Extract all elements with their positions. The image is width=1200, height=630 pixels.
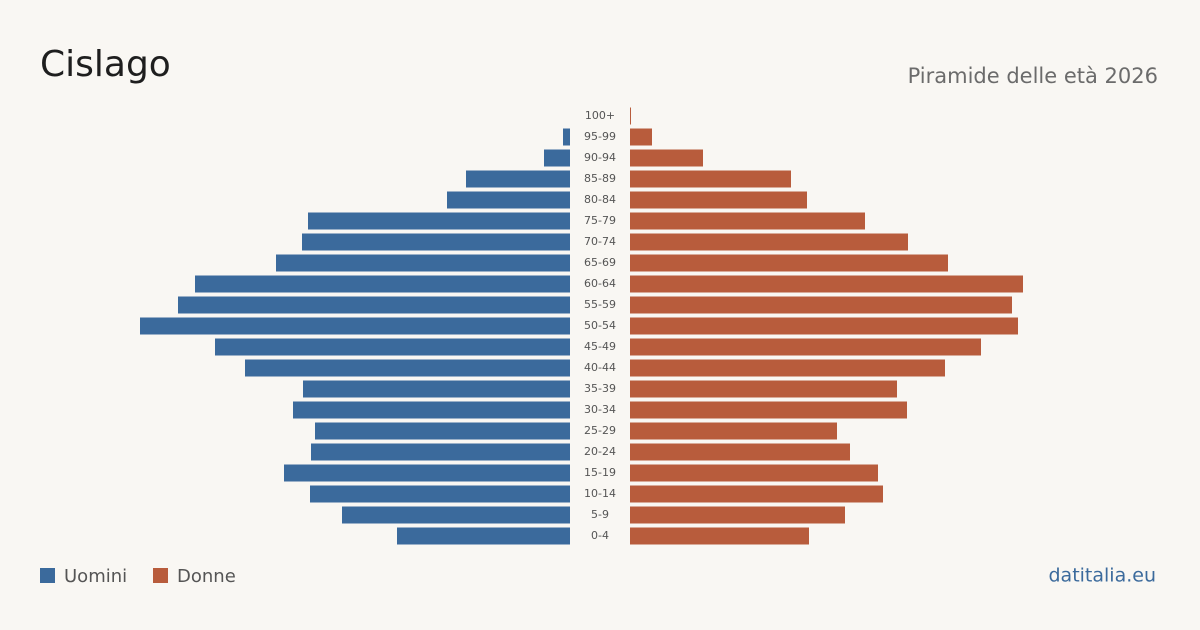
bar (630, 191, 807, 209)
bar (630, 443, 850, 461)
age-label: 50-54 (584, 319, 616, 332)
legend-swatch (153, 568, 168, 583)
bar (308, 212, 570, 230)
bar (284, 464, 570, 482)
bar (630, 254, 948, 272)
bar (630, 107, 631, 125)
age-label: 0-4 (591, 529, 609, 542)
bar (466, 170, 570, 188)
legend-label: Uomini (64, 566, 127, 587)
bar (310, 485, 570, 503)
age-label: 60-64 (584, 277, 616, 290)
bar (303, 380, 570, 398)
bar (630, 275, 1023, 293)
bar (630, 338, 981, 356)
bar (245, 359, 570, 377)
age-label: 95-99 (584, 130, 616, 143)
bar (630, 359, 945, 377)
chart-subtitle: Piramide delle età 2026 (908, 64, 1158, 88)
chart-title: Cislago (40, 44, 171, 85)
bar (563, 128, 570, 146)
age-label: 45-49 (584, 340, 616, 353)
bar (178, 296, 570, 314)
age-label: 100+ (585, 109, 615, 122)
bar (630, 149, 703, 167)
bar (447, 191, 570, 209)
bar (276, 254, 570, 272)
bar (630, 170, 791, 188)
bar (630, 485, 883, 503)
bar (293, 401, 570, 419)
age-label: 85-89 (584, 172, 616, 185)
age-label: 30-34 (584, 403, 616, 416)
bar (195, 275, 570, 293)
bar (215, 338, 570, 356)
bar (630, 233, 908, 251)
bar (630, 317, 1018, 335)
legend-swatch (40, 568, 55, 583)
age-label: 80-84 (584, 193, 616, 206)
bar (140, 317, 570, 335)
age-label: 55-59 (584, 298, 616, 311)
age-label: 15-19 (584, 466, 616, 479)
age-label: 25-29 (584, 424, 616, 437)
bar (397, 527, 570, 545)
bar (630, 128, 652, 146)
bar (544, 149, 570, 167)
bar (630, 527, 809, 545)
age-label: 10-14 (584, 487, 616, 500)
legend-label: Donne (177, 566, 236, 587)
age-label: 5-9 (591, 508, 609, 521)
age-label: 20-24 (584, 445, 616, 458)
age-label: 70-74 (584, 235, 616, 248)
age-label: 90-94 (584, 151, 616, 164)
bar (342, 506, 570, 524)
source: datitalia.eu (1049, 565, 1157, 587)
bar (630, 380, 897, 398)
bar (315, 422, 570, 440)
bar (302, 233, 570, 251)
bar (630, 464, 878, 482)
bar (630, 506, 845, 524)
bar (630, 296, 1012, 314)
age-label: 75-79 (584, 214, 616, 227)
age-label: 35-39 (584, 382, 616, 395)
age-label: 65-69 (584, 256, 616, 269)
bar (630, 422, 837, 440)
bar (630, 401, 907, 419)
bar (311, 443, 570, 461)
age-label: 40-44 (584, 361, 616, 374)
bar (630, 212, 865, 230)
